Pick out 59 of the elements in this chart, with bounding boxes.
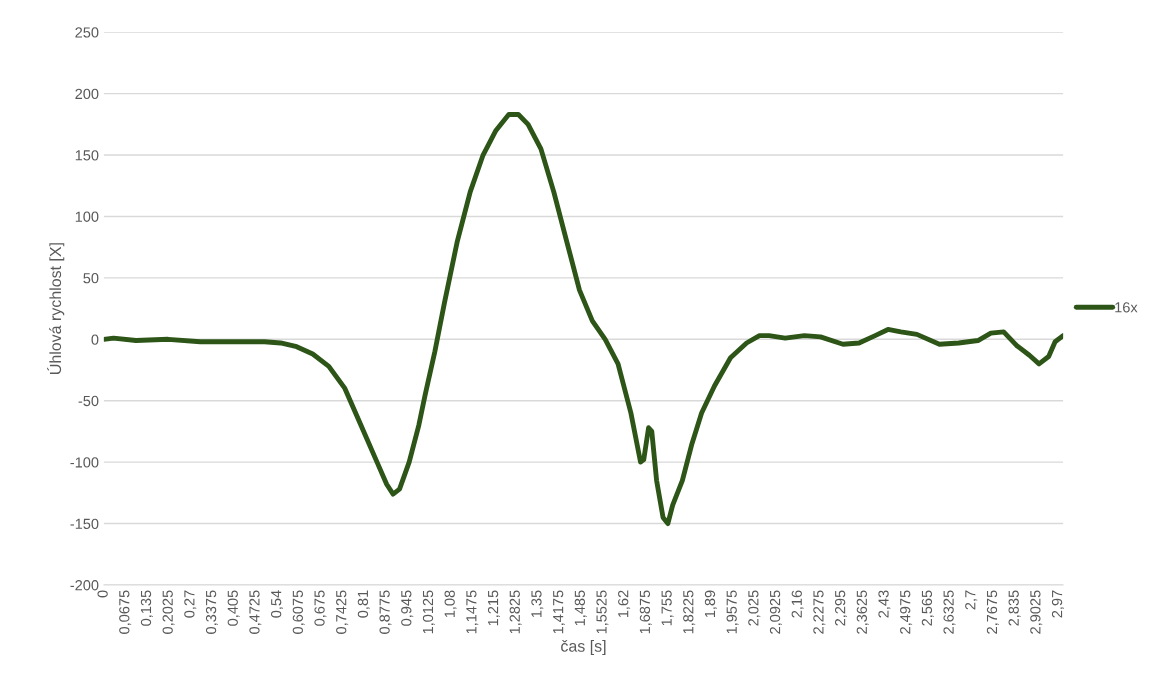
x-tick-label: 0,27	[184, 590, 197, 618]
x-tick-label: 0,405	[227, 590, 240, 626]
y-tick-label: 100	[75, 211, 99, 222]
x-tick-label: 0,3375	[205, 590, 218, 634]
y-tick-label: 0	[91, 334, 99, 345]
x-tick-label: 0,135	[140, 590, 153, 626]
x-tick-label: 0,6075	[292, 590, 305, 634]
x-tick-label: 0,81	[357, 590, 370, 618]
x-tick-label: 2,7675	[986, 590, 999, 634]
y-tick-label: 50	[83, 272, 99, 284]
x-tick-label: 2,0925	[769, 590, 782, 634]
x-tick-label: 2,835	[1008, 590, 1021, 626]
x-tick-label: 0,0675	[119, 590, 132, 634]
x-tick-label: 1,08	[444, 590, 457, 618]
x-axis-title: čas [s]	[561, 640, 606, 655]
x-tick-label: 1,5525	[596, 590, 609, 634]
x-tick-label: 2,6325	[943, 590, 956, 634]
y-tick-label: -200	[70, 580, 99, 591]
x-tick-label: 2,025	[748, 590, 761, 626]
x-tick-label: 2,7	[965, 590, 978, 610]
x-tick-label: 1,6875	[639, 590, 652, 634]
x-tick-label: 2,9025	[1030, 590, 1043, 634]
x-tick-label: 0,675	[314, 590, 327, 626]
x-tick-label: 2,43	[878, 590, 891, 618]
x-tick-label: 1,89	[704, 590, 717, 618]
x-tick-label: 0	[97, 590, 108, 598]
x-tick-label: 1,62	[618, 590, 631, 618]
y-axis-title: Úhlová rychlost [X]	[47, 243, 65, 374]
x-tick-label: 1,9575	[726, 590, 739, 634]
x-tick-label: 1,215	[487, 590, 500, 626]
line-series	[103, 112, 1064, 526]
x-tick-label: 0,2025	[162, 590, 175, 634]
x-tick-label: 0,945	[401, 590, 414, 626]
x-tick-label: 2,2275	[813, 590, 826, 634]
y-tick-label: -50	[78, 395, 99, 407]
legend-label: 16x	[1115, 302, 1138, 313]
x-tick-label: 1,35	[531, 590, 544, 618]
y-tick-label: 250	[75, 27, 99, 38]
x-tick-label: 2,565	[921, 590, 934, 626]
x-tick-label: 2,16	[791, 590, 804, 618]
y-tick-label: -150	[70, 518, 99, 529]
x-tick-label: 1,485	[574, 590, 587, 626]
x-tick-label: 2,295	[834, 590, 848, 626]
x-tick-label: 1,755	[661, 590, 674, 626]
x-tick-label: 1,8225	[683, 590, 696, 634]
y-tick-label: -100	[70, 457, 99, 468]
x-tick-label: 1,0125	[422, 590, 435, 634]
x-tick-label: 0,7425	[336, 590, 349, 634]
x-tick-label: 0,54	[270, 590, 284, 618]
y-tick-label: 200	[75, 88, 99, 100]
x-tick-label: 0,4725	[249, 590, 262, 634]
x-tick-label: 1,1475	[466, 590, 479, 634]
x-tick-label: 2,97	[1051, 590, 1064, 618]
x-tick-label: 1,4175	[553, 590, 566, 634]
x-tick-label: 1,2825	[509, 590, 522, 634]
y-tick-label: 150	[75, 150, 99, 161]
x-tick-label: 0,8775	[379, 590, 392, 634]
x-tick-label: 2,3625	[856, 590, 869, 634]
x-tick-label: 2,4975	[900, 590, 913, 634]
